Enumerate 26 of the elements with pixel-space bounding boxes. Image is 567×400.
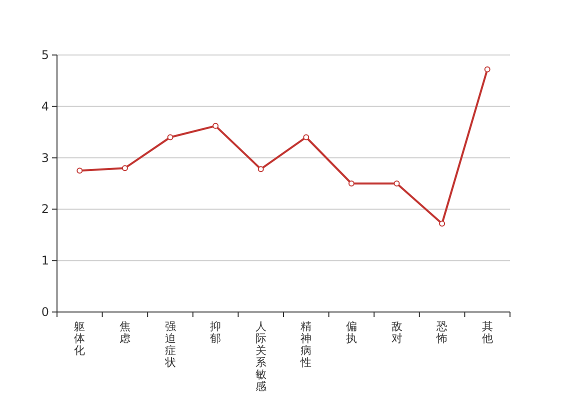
x-tick-label: 人际关系敏感 xyxy=(255,320,266,393)
x-tick-label: 精神病性 xyxy=(300,320,312,369)
x-tick-label: 强迫症状 xyxy=(164,320,176,369)
point xyxy=(258,166,264,172)
x-tick-label: 躯体化 xyxy=(74,320,86,357)
x-tick-label: 焦虑 xyxy=(119,320,130,345)
point xyxy=(303,134,310,140)
point xyxy=(167,134,174,140)
y-tick-label: 3 xyxy=(41,150,49,165)
x-tick-label: 偏执 xyxy=(346,320,357,345)
y-tick-label: 1 xyxy=(41,254,49,268)
y-tick-label: 4 xyxy=(41,99,49,114)
point xyxy=(439,220,446,227)
point xyxy=(484,66,490,72)
x-tick-label: 恐怖 xyxy=(436,320,448,345)
y-tick-label: 5 xyxy=(41,48,49,62)
x-tick-label: 其他 xyxy=(482,320,493,345)
y-tick-label: 2 xyxy=(41,202,49,216)
x-tick-label: 敌对 xyxy=(391,320,402,345)
point xyxy=(394,180,400,186)
point xyxy=(212,122,219,129)
point xyxy=(122,165,128,172)
y-tick-label: 0 xyxy=(41,305,49,319)
point xyxy=(76,168,83,174)
point xyxy=(348,180,354,186)
x-tick-label: 抑郁 xyxy=(210,320,222,345)
